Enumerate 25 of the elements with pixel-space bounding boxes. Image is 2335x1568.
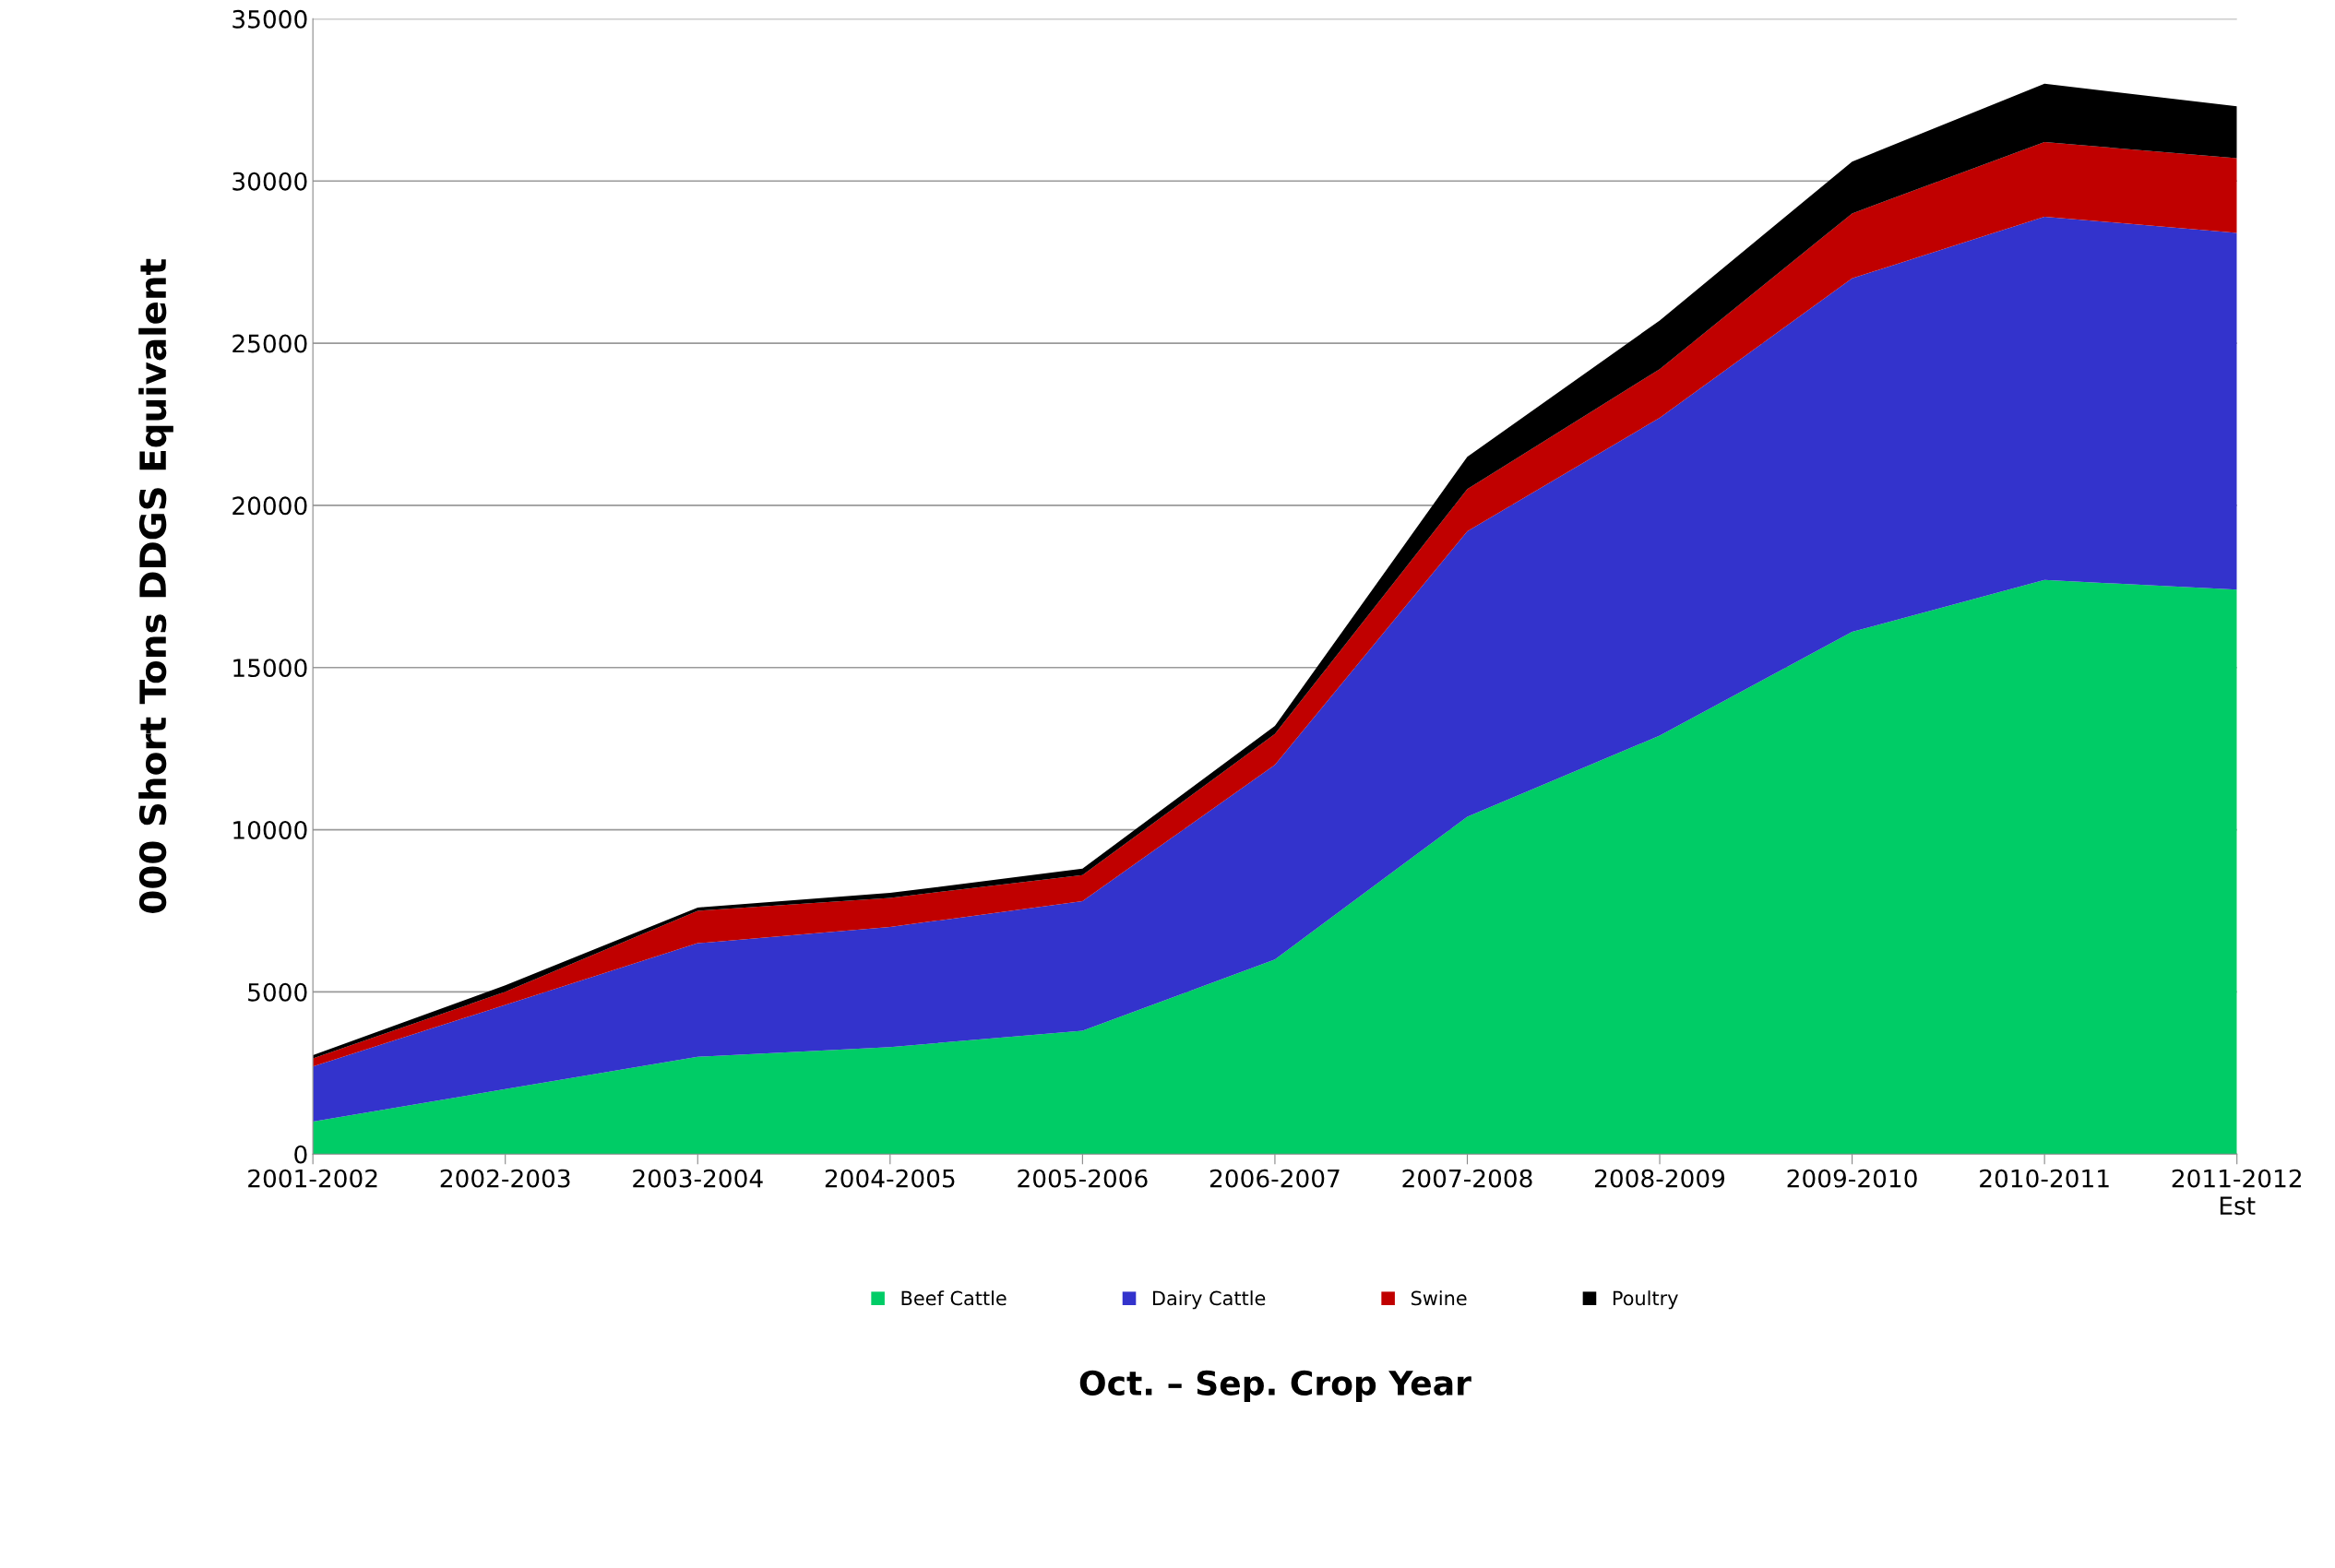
y-tick-label: 15000 xyxy=(233,659,307,678)
legend-label: Swine xyxy=(1411,1290,1467,1306)
legend-label: Dairy Cattle xyxy=(1153,1290,1266,1310)
y-tick-label: 20000 xyxy=(232,496,307,516)
x-tick-label: 2005-2006 xyxy=(1018,1169,1148,1188)
x-tick-label: 2011-2012 Est xyxy=(2172,1169,2301,1216)
y-tick-label: 5000 xyxy=(248,982,307,1002)
x-tick-label: 2002-2003 xyxy=(440,1169,570,1188)
y-tick-label: 25000 xyxy=(232,334,307,353)
y-axis-title: 000 Short Tons DDGS Equivalent xyxy=(138,258,173,913)
y-tick-label: 30000 xyxy=(232,172,307,191)
x-tick-label: 2001-2002 xyxy=(248,1169,377,1188)
x-tick-label: 2009-2010 xyxy=(1787,1169,1917,1188)
x-tick-label: 2003-2004 xyxy=(633,1169,763,1188)
legend-label: Beef Cattle xyxy=(901,1290,1007,1306)
x-tick-label: 2006-2007 xyxy=(1209,1169,1340,1188)
y-tick-label: 0 xyxy=(294,1145,307,1164)
y-tick-label: 35000 xyxy=(232,9,307,29)
x-tick-label: 2007-2008 xyxy=(1402,1169,1532,1188)
x-tick-label: 2010-2011 xyxy=(1980,1169,2109,1188)
legend-label: Poultry xyxy=(1613,1290,1678,1310)
x-tick-label: 2008-2009 xyxy=(1595,1169,1725,1188)
x-tick-label: 2004-2005 xyxy=(825,1169,955,1188)
y-tick-label: 10000 xyxy=(233,820,307,839)
x-axis-title: Oct. – Sep. Crop Year xyxy=(1079,1370,1471,1402)
